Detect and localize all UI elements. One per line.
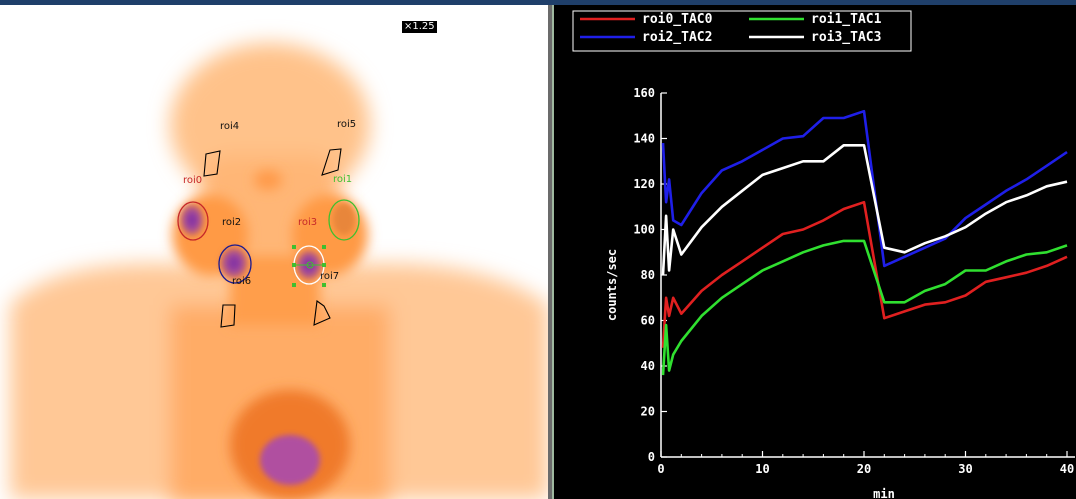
series-line-roi3_TAC3 — [661, 144, 1068, 276]
roi0-outline[interactable] — [177, 201, 209, 241]
y-tick-label: 0 — [648, 450, 655, 464]
x-axis-label: min — [873, 487, 895, 499]
zoom-badge: ×1.25 — [402, 21, 437, 33]
roi7-outline[interactable] — [313, 300, 331, 326]
x-tick-label: 30 — [958, 462, 972, 476]
scintigraphy-image[interactable]: roi0 roi1 roi2 roi3 roi4 roi5 roi6 roi7 — [0, 5, 548, 499]
panel-divider[interactable] — [548, 5, 552, 499]
y-tick-label: 100 — [633, 223, 655, 237]
roi1-outline[interactable] — [328, 199, 360, 241]
roi5-outline[interactable] — [321, 148, 342, 176]
window-top-border — [0, 0, 1076, 5]
roi3-label: roi3 — [298, 217, 317, 228]
legend-box — [572, 10, 912, 52]
legend-label: roi1_TAC1 — [811, 12, 882, 27]
tac-chart-panel: roi0_TAC0 roi1_TAC1 roi2_TAC2 roi3_TAC3 0 20… — [554, 5, 1076, 499]
roi7-label: roi7 — [320, 271, 339, 282]
roi4-label: roi4 — [220, 121, 239, 132]
roi0-label: roi0 — [183, 175, 202, 186]
y-tick-label: 20 — [641, 405, 655, 419]
series-line-roi0_TAC0 — [661, 200, 1068, 348]
y-axis-label: counts/sec — [605, 249, 619, 321]
series-line-roi2_TAC2 — [661, 109, 1068, 268]
roi4-outline[interactable] — [203, 150, 221, 177]
scintigraphy-image-view[interactable]: roi0 roi1 roi2 roi3 roi4 roi5 roi6 roi7 … — [0, 5, 548, 499]
roi3-selection-handles[interactable] — [292, 245, 326, 287]
legend-label: roi2_TAC2 — [642, 30, 712, 45]
roi2-label: roi2 — [222, 217, 241, 228]
roi6-label: roi6 — [232, 276, 251, 287]
roi1-label: roi1 — [333, 174, 352, 185]
legend-label: roi0_TAC0 — [642, 12, 713, 27]
series-line-roi1_TAC1 — [661, 239, 1068, 376]
roi6-outline[interactable] — [220, 304, 236, 328]
y-tick-label: 60 — [641, 314, 655, 328]
y-tick-label: 40 — [641, 359, 655, 373]
x-tick-label: 40 — [1060, 462, 1074, 476]
panel-divider-highlight — [552, 5, 554, 499]
chart-ticks: 0 20 40 60 80 100 120 140 160 0 10 20 30 40 — [633, 86, 1074, 476]
x-tick-label: 10 — [755, 462, 769, 476]
x-tick-label: 20 — [857, 462, 871, 476]
y-tick-label: 160 — [633, 86, 655, 100]
chart-series — [661, 109, 1068, 376]
y-tick-label: 140 — [633, 132, 655, 146]
y-tick-label: 80 — [641, 268, 655, 282]
tac-chart: roi0_TAC0 roi1_TAC1 roi2_TAC2 roi3_TAC3 0 20… — [572, 10, 1075, 499]
roi2-outline[interactable] — [218, 244, 252, 284]
roi5-label: roi5 — [337, 119, 356, 130]
legend: roi0_TAC0 roi1_TAC1 roi2_TAC2 roi3_TAC3 — [580, 12, 882, 45]
y-tick-label: 120 — [633, 177, 655, 191]
legend-label: roi3_TAC3 — [811, 30, 881, 45]
x-tick-label: 0 — [657, 462, 664, 476]
